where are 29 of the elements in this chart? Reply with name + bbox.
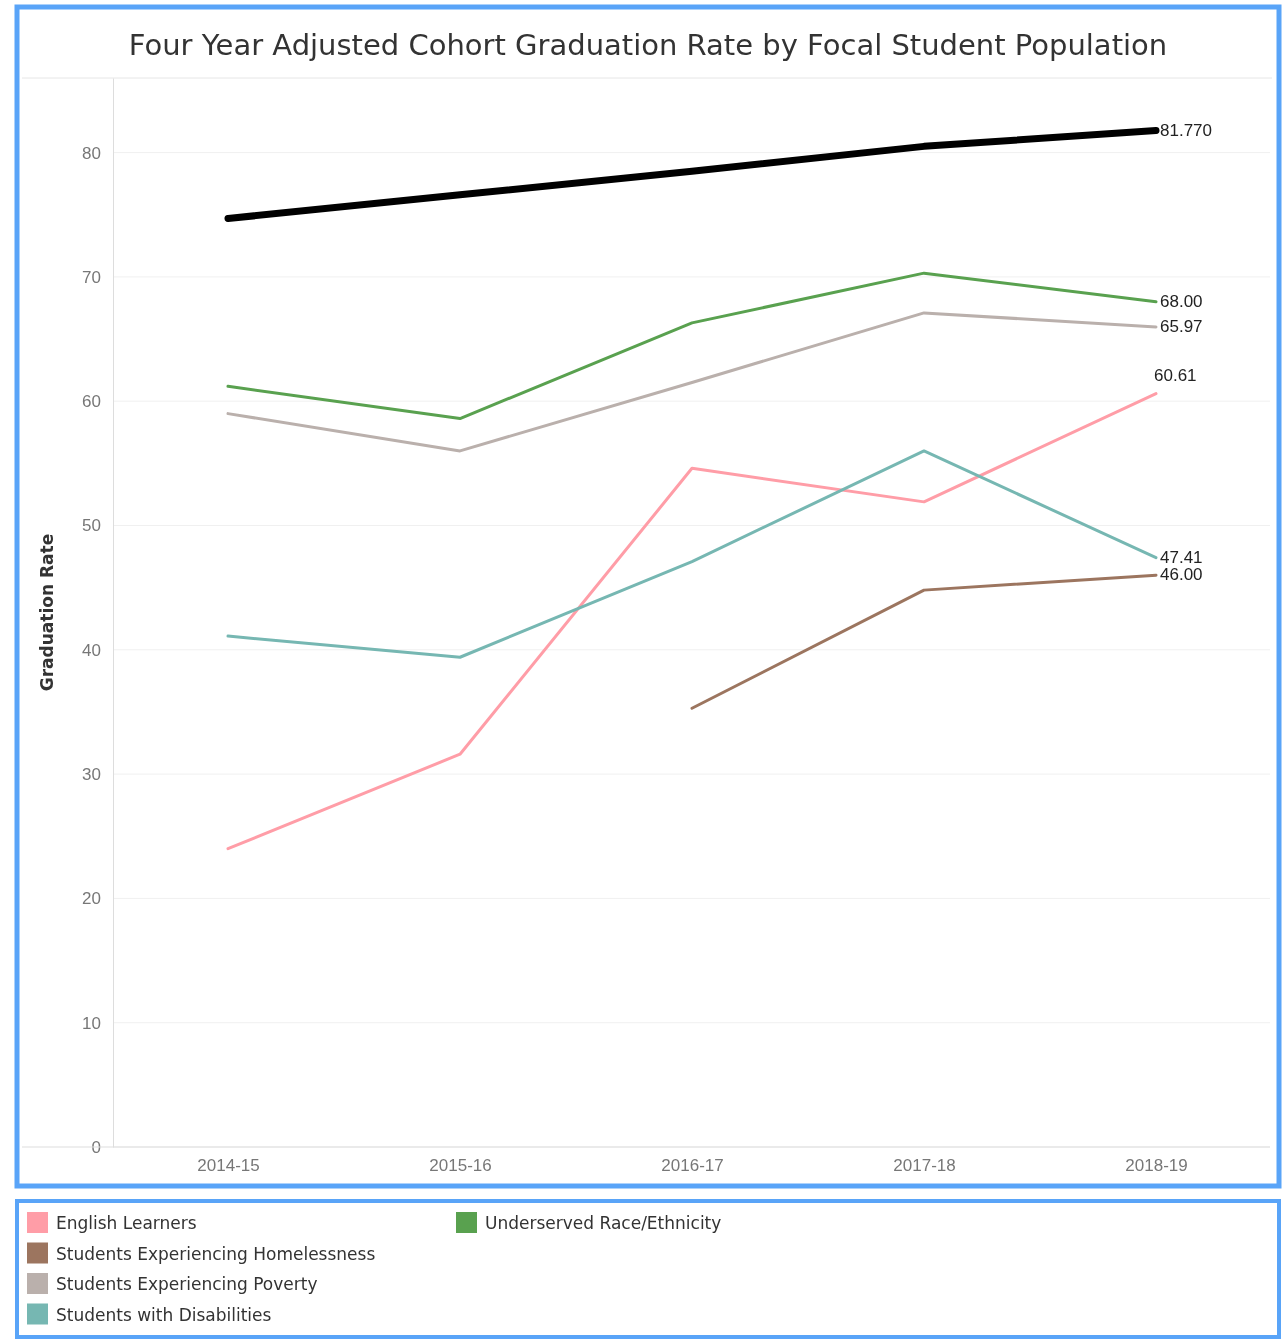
legend-label: Students Experiencing Homelessness [56, 1243, 376, 1264]
x-tick-label: 2014-15 [197, 1156, 260, 1176]
y-tick-label: 60 [82, 392, 101, 412]
data-label: 81.770 [1160, 120, 1212, 140]
line-series [226, 449, 1158, 659]
line-series [226, 392, 1158, 851]
data-label: 60.61 [1154, 365, 1197, 385]
y-tick-label: 40 [82, 640, 101, 660]
legend-label: English Learners [56, 1213, 197, 1233]
legend-label: Students Experiencing Poverty [56, 1274, 318, 1294]
y-tick-label: 70 [82, 267, 101, 287]
y-axis-title: Graduation Rate [37, 533, 57, 692]
data-label: 65.97 [1160, 316, 1203, 336]
chart-title: Four Year Adjusted Cohort Graduation Rate by Focal Student Population [128, 28, 1168, 62]
y-tick-label: 80 [82, 143, 101, 163]
x-tick-label: 2015-16 [429, 1156, 492, 1176]
legend-label: Students with Disabilities [56, 1304, 272, 1325]
x-tick-label: 2017-18 [893, 1156, 956, 1176]
x-tick-label: 2018-19 [1125, 1156, 1188, 1176]
data-label: 46.00 [1160, 565, 1203, 585]
x-tick-label: 2016-17 [661, 1156, 724, 1176]
data-label: 47.41 [1160, 547, 1203, 567]
y-tick-label: 50 [82, 516, 101, 536]
legend-label: Underserved Race/Ethnicity [485, 1213, 722, 1233]
y-tick-label: 10 [82, 1013, 101, 1033]
y-tick-label: 0 [91, 1137, 101, 1157]
data-label: 68.00 [1160, 291, 1203, 311]
y-tick-label: 30 [82, 765, 101, 785]
y-tick-label: 20 [82, 889, 101, 909]
